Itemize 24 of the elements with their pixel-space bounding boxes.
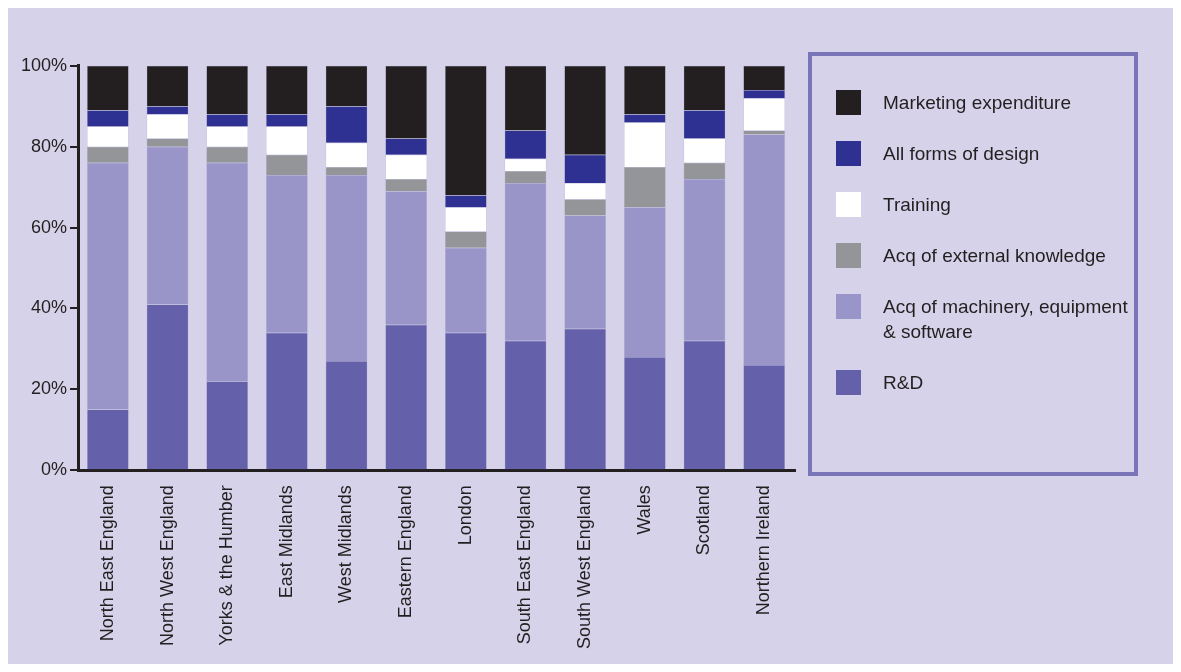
legend-label: R&D: [883, 371, 925, 395]
x-tick-label: Yorks & the Humber: [216, 485, 237, 646]
legend-label: Marketing expenditure: [883, 91, 1072, 115]
y-tick-label: 20%: [31, 378, 68, 399]
y-tick-label: 80%: [31, 135, 68, 156]
x-tick-label: Wales: [633, 485, 654, 535]
x-tick-label: Eastern England: [395, 485, 416, 619]
y-tick-label: 0%: [41, 459, 68, 480]
legend-label: Acq of machinery, equipment & software: [883, 295, 1129, 344]
x-tick-label: North East England: [96, 485, 117, 642]
legend-label: All forms of design: [883, 142, 1041, 166]
y-tick-label: 100%: [20, 54, 68, 75]
legend-label: Acq of external knowledge: [883, 244, 1107, 268]
x-tick-label: London: [454, 485, 475, 546]
y-tick-label: 60%: [31, 216, 68, 237]
x-tick-label: East Midlands: [275, 485, 296, 599]
x-tick-label: Northern Ireland: [753, 485, 774, 616]
legend-label: Training: [883, 193, 952, 217]
y-tick-label: 40%: [31, 297, 68, 318]
x-tick-label: North West England: [156, 485, 177, 646]
x-tick-label: West Midlands: [335, 485, 356, 603]
x-tick-label: South East England: [514, 485, 535, 645]
x-tick-label: South West England: [574, 485, 595, 650]
x-tick-label: Scotland: [693, 485, 714, 556]
